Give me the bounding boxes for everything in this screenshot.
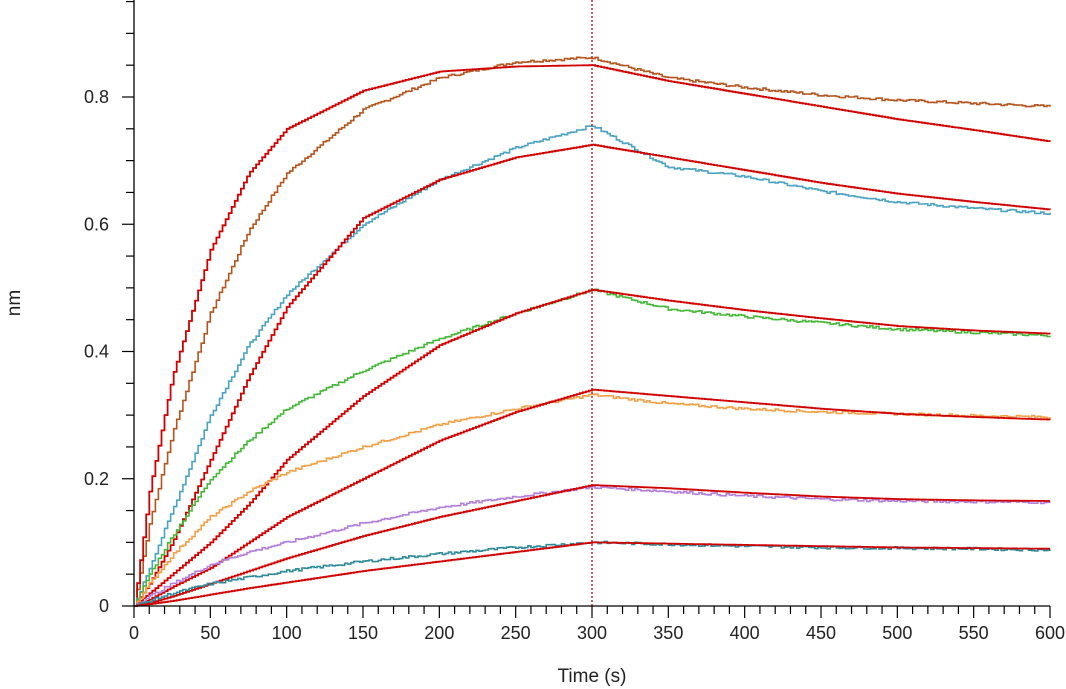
x-axis-title: Time (s) xyxy=(558,666,627,687)
fit-curve-9 xyxy=(134,484,1050,607)
y-tick-label: 0 xyxy=(99,596,109,616)
y-axis-title: nm xyxy=(4,290,25,316)
x-tick-label: 200 xyxy=(424,623,454,643)
x-tick-label: 300 xyxy=(577,623,607,643)
series-layer xyxy=(134,56,1051,607)
x-tick-label: 150 xyxy=(348,623,378,643)
x-tick-label: 500 xyxy=(882,623,912,643)
axes-layer xyxy=(133,0,1050,607)
y-tick-label: 0.6 xyxy=(84,214,109,234)
x-tick-label: 450 xyxy=(806,623,836,643)
y-tick-label: 0.2 xyxy=(84,469,109,489)
labels-layer: 0 50 100 150 200 250 300 350 400 450 500 550 600 0 0.2… xyxy=(84,87,1065,643)
y-tick-label: 0.8 xyxy=(84,87,109,107)
measured-curve-2 xyxy=(134,125,1051,607)
fit-curve-11 xyxy=(134,541,1050,607)
fit-curve-1 xyxy=(134,64,1051,607)
x-tick-label: 0 xyxy=(129,623,139,643)
ticks-layer xyxy=(122,0,1051,618)
x-tick-label: 250 xyxy=(501,623,531,643)
x-tick-label: 600 xyxy=(1035,623,1065,643)
x-tick-label: 100 xyxy=(272,623,302,643)
measured-curve-0 xyxy=(134,56,1051,607)
x-tick-label: 400 xyxy=(730,623,760,643)
y-tick-label: 0.4 xyxy=(84,342,109,362)
x-tick-label: 50 xyxy=(200,623,220,643)
x-tick-label: 350 xyxy=(653,623,683,643)
x-tick-label: 550 xyxy=(959,623,989,643)
